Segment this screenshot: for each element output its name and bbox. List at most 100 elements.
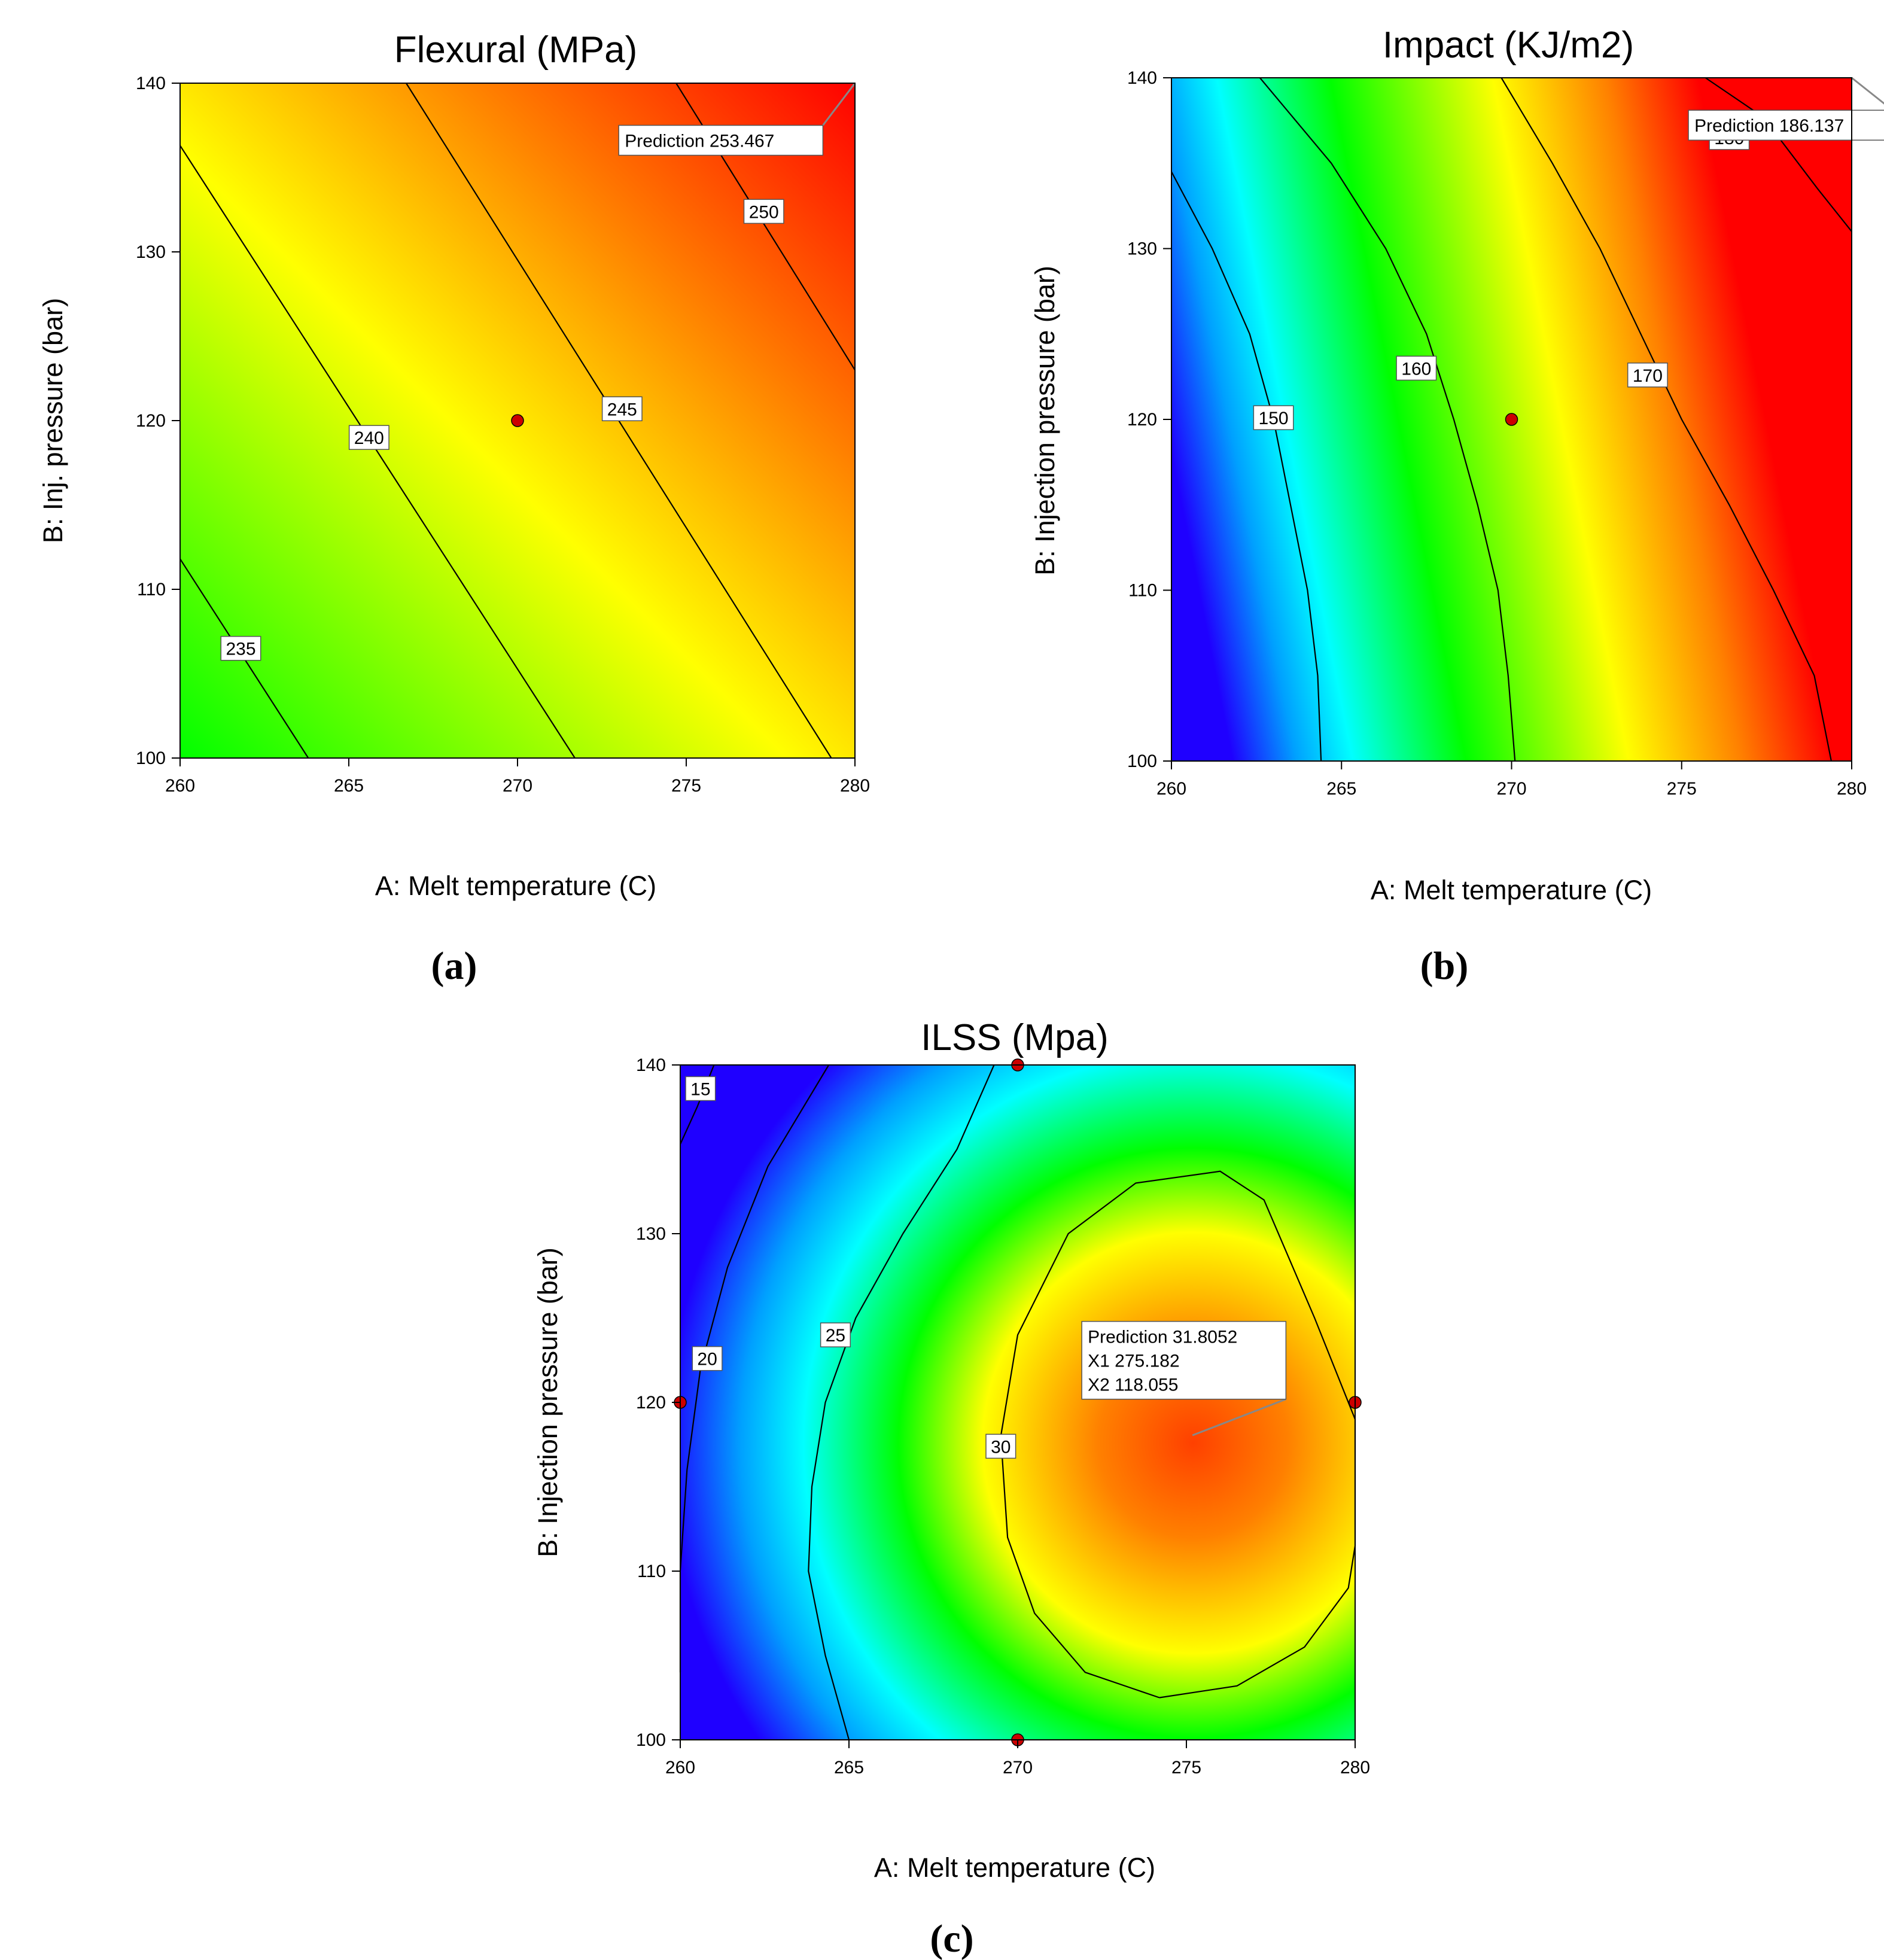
design-points-b xyxy=(1505,413,1518,426)
y-axis-label-c: B: Injection pressure (bar) xyxy=(532,1247,563,1557)
annotation-text: Prediction 31.8052 xyxy=(1088,1328,1237,1347)
contour-lines-c: 15 20 25 30 xyxy=(679,1064,1356,1740)
contour-label-box xyxy=(601,396,643,422)
annotation-box xyxy=(1081,1320,1287,1400)
prediction-annotation-c[interactable]: Prediction 31.8052 X1 275.182 X2 118.055 xyxy=(1081,1320,1287,1436)
contour-line-240 xyxy=(179,145,576,759)
chart-title-b: Impact (KJ/m2) xyxy=(1383,25,1634,66)
annotation-box xyxy=(618,124,824,156)
y-tick-label: 110 xyxy=(137,580,166,599)
y-axis-ticks-b: 100 110 120 130 140 xyxy=(1127,68,1171,771)
y-tick-label: 120 xyxy=(636,1393,666,1413)
y-tick-label: 140 xyxy=(636,1055,666,1075)
y-tick-label: 140 xyxy=(1127,68,1157,88)
x-tick-label: 280 xyxy=(1837,779,1867,799)
x-tick-label: 265 xyxy=(834,1758,864,1778)
x-axis-ticks-b: 260 265 270 275 280 xyxy=(1156,761,1867,799)
design-points-a xyxy=(511,414,524,427)
chart-title-c: ILSS (Mpa) xyxy=(921,1017,1109,1058)
x-tick-label: 270 xyxy=(503,776,532,796)
y-axis-ticks-c: 100 110 120 130 140 xyxy=(636,1055,680,1750)
x-tick-label: 275 xyxy=(1667,779,1697,799)
prediction-annotation-a[interactable]: Prediction 253.467 xyxy=(618,83,856,156)
y-tick-label: 120 xyxy=(1127,410,1157,430)
contour-label-box xyxy=(1396,355,1437,381)
contour-label-box xyxy=(1627,363,1668,388)
x-axis-ticks-a: 260 265 270 275 280 xyxy=(165,758,870,796)
contour-label-15: 15 xyxy=(690,1079,710,1099)
y-tick-label: 140 xyxy=(136,74,166,93)
design-point[interactable] xyxy=(511,414,524,427)
y-axis-label-b: B: Injection pressure (bar) xyxy=(1030,266,1060,576)
contour-label-box xyxy=(1253,405,1294,430)
y-tick-label: 120 xyxy=(136,411,166,431)
contour-label-240: 240 xyxy=(354,428,384,448)
contour-line-170 xyxy=(1500,77,1832,762)
contour-label-box xyxy=(220,635,261,661)
panel-caption-b: (b) xyxy=(1420,944,1469,988)
contour-plot-c: ILSS (Mpa) 15 20 25 30 Prediction 31.8052 X1… xyxy=(532,1017,1370,1960)
contour-line-150 xyxy=(1171,171,1322,762)
annotation-text: Prediction 186.137 xyxy=(1694,116,1844,136)
contour-label-box xyxy=(985,1434,1016,1459)
contour-label-box xyxy=(348,425,389,450)
panel-caption-a: (a) xyxy=(431,944,477,988)
y-tick-label: 110 xyxy=(1128,581,1157,601)
x-tick-label: 280 xyxy=(840,776,870,796)
contour-label-150: 150 xyxy=(1259,409,1289,428)
contour-label-25: 25 xyxy=(826,1326,845,1346)
contour-label-30: 30 xyxy=(991,1437,1011,1457)
x-tick-label: 265 xyxy=(334,776,364,796)
x-axis-ticks-c: 260 265 270 275 280 xyxy=(665,1740,1370,1778)
contour-label-160: 160 xyxy=(1401,359,1431,379)
contour-label-245: 245 xyxy=(607,400,637,419)
x-axis-label-b: A: Melt temperature (C) xyxy=(1371,875,1652,905)
x-tick-label: 260 xyxy=(1156,779,1186,799)
contour-line-30 xyxy=(1000,1170,1356,1699)
annotation-leader-line xyxy=(1192,1398,1286,1436)
x-tick-label: 275 xyxy=(671,776,701,796)
contour-line-25 xyxy=(808,1064,995,1740)
contour-label-170: 170 xyxy=(1633,366,1663,386)
annotation-text: X1 275.182 xyxy=(1088,1352,1179,1371)
x-tick-label: 260 xyxy=(165,776,195,796)
x-axis-label-a: A: Melt temperature (C) xyxy=(375,871,656,901)
annotation-leader-line xyxy=(1851,77,1884,105)
annotation-leader-line xyxy=(822,83,856,126)
x-tick-label: 280 xyxy=(1340,1758,1370,1778)
annotation-text: X2 118.055 xyxy=(1088,1375,1178,1395)
y-tick-label: 110 xyxy=(637,1562,666,1581)
contour-label-box xyxy=(685,1076,716,1101)
y-tick-label: 130 xyxy=(1127,239,1157,259)
x-tick-label: 260 xyxy=(665,1758,695,1778)
contour-lines-a: 235 240 245 250 xyxy=(179,83,856,759)
contour-plot-a: Flexural (MPa) 235 240 245 250 Prediction 2… xyxy=(38,29,870,988)
x-axis-label-c: A: Melt temperature (C) xyxy=(874,1852,1155,1883)
contour-line-180 xyxy=(1705,77,1852,232)
contour-plot-b: Impact (KJ/m2) 150160170180 Prediction 1… xyxy=(1030,25,1884,988)
panel-caption-c: (c) xyxy=(930,1917,973,1960)
x-tick-label: 265 xyxy=(1326,779,1356,799)
contour-label-box xyxy=(743,199,784,224)
annotation-text: Prediction 253.467 xyxy=(625,132,774,151)
y-axis-ticks-a: 100 110 120 130 140 xyxy=(136,74,180,768)
gradient-fill-c xyxy=(680,1065,1355,1740)
contour-label-box xyxy=(820,1322,851,1347)
y-tick-label: 100 xyxy=(636,1730,666,1750)
y-axis-label-a: B: Inj. pressure (bar) xyxy=(38,298,68,543)
chart-title-a: Flexural (MPa) xyxy=(394,29,638,71)
x-tick-label: 275 xyxy=(1171,1758,1201,1778)
y-tick-label: 100 xyxy=(1127,751,1157,771)
contour-label-box xyxy=(692,1346,723,1371)
contour-label-250: 250 xyxy=(749,202,779,222)
contour-line-160 xyxy=(1259,77,1516,762)
design-point[interactable] xyxy=(1505,413,1518,426)
contour-label-20: 20 xyxy=(697,1350,717,1369)
y-tick-label: 130 xyxy=(136,242,166,262)
x-tick-label: 270 xyxy=(1003,1758,1033,1778)
contour-label-235: 235 xyxy=(226,640,255,659)
x-tick-label: 270 xyxy=(1496,779,1526,799)
y-tick-label: 100 xyxy=(136,748,166,768)
y-tick-label: 130 xyxy=(636,1224,666,1244)
